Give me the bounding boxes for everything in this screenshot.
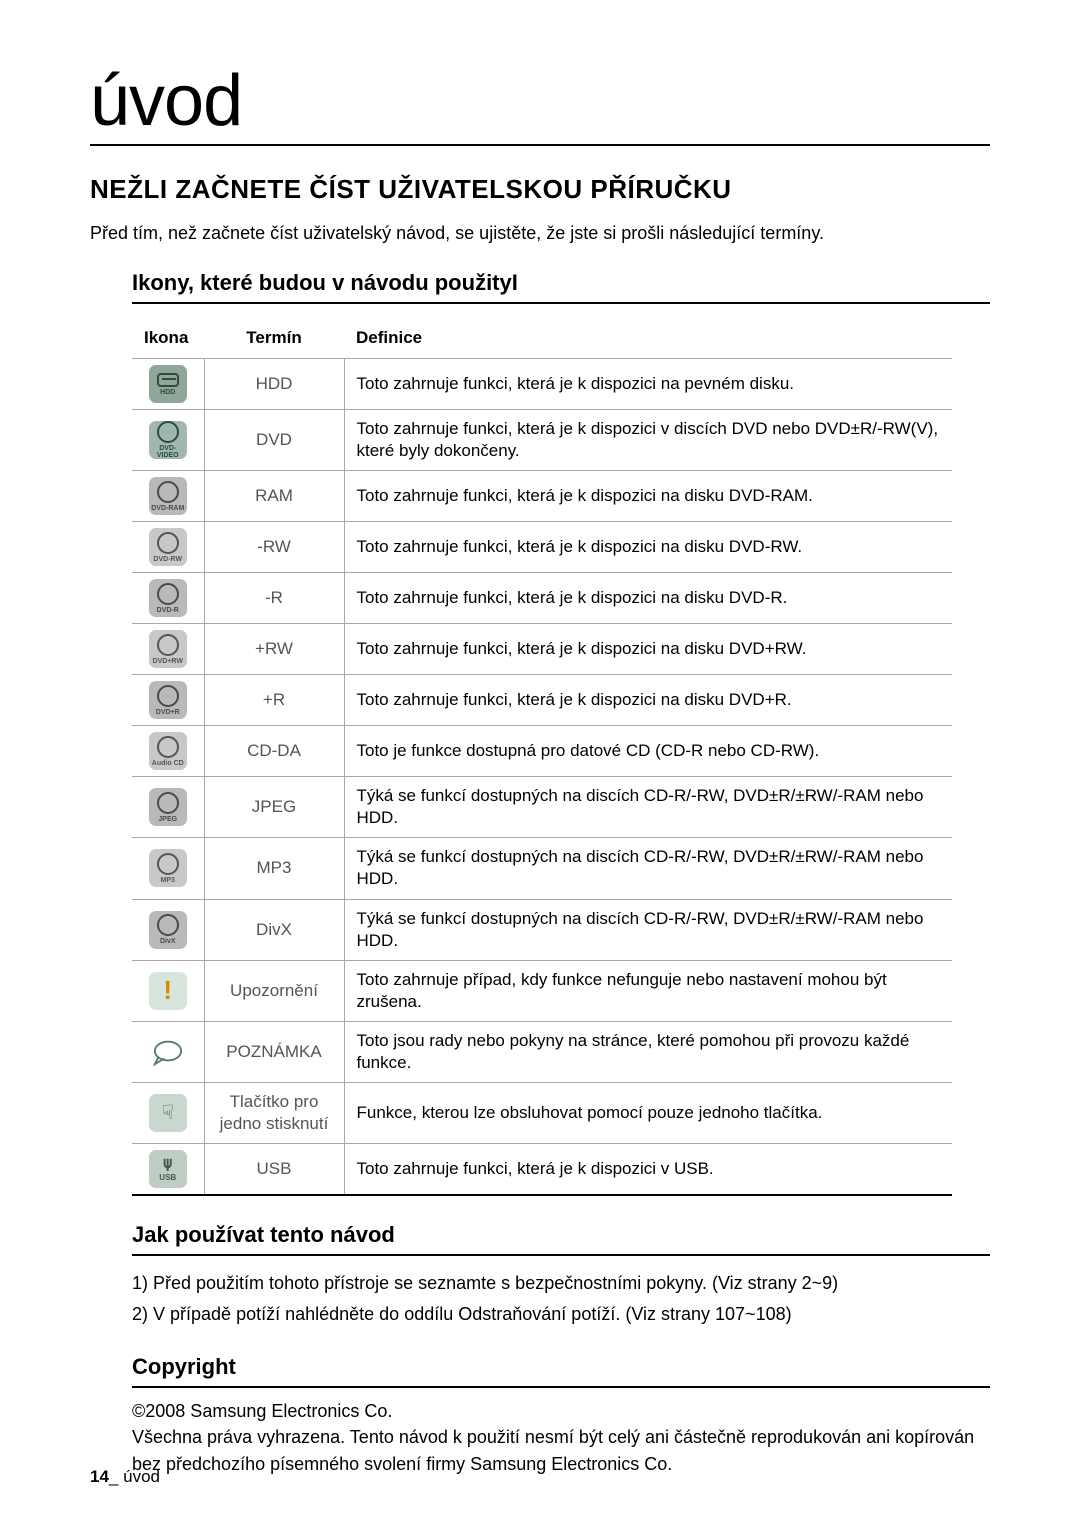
cell-definition: Toto zahrnuje funkci, která je k dispozi… bbox=[344, 359, 952, 410]
cell-definition: Toto zahrnuje funkci, která je k dispozi… bbox=[344, 471, 952, 522]
table-row: MP3MP3Týká se funkcí dostupných na discí… bbox=[132, 838, 952, 899]
cell-term: Tlačítko pro jedno stisknutí bbox=[204, 1083, 344, 1144]
cell-icon: Audio CD bbox=[132, 726, 204, 777]
cell-icon: DVD-RAM bbox=[132, 471, 204, 522]
table-row: Audio CD CD-DAToto je funkce dostupná pro… bbox=[132, 726, 952, 777]
cell-definition: Toto zahrnuje funkci, která je k dispozi… bbox=[344, 624, 952, 675]
howto-item: 1) Před použitím tohoto přístroje se sez… bbox=[132, 1270, 990, 1297]
table-row: DVD-VIDEO DVDToto zahrnuje funkci, která … bbox=[132, 410, 952, 471]
cell-icon: DVD-RW bbox=[132, 522, 204, 573]
page-title: úvod bbox=[90, 60, 242, 146]
cell-term: +R bbox=[204, 675, 344, 726]
table-row: ! UpozorněníToto zahrnuje případ, kdy fun… bbox=[132, 960, 952, 1021]
disc-icon: DVD-VIDEO bbox=[149, 421, 187, 459]
cell-definition: Týká se funkcí dostupných na discích CD-… bbox=[344, 899, 952, 960]
cell-term: CD-DA bbox=[204, 726, 344, 777]
cell-term: +RW bbox=[204, 624, 344, 675]
table-row: DVD+RW +RWToto zahrnuje funkci, která je … bbox=[132, 624, 952, 675]
table-row: DVD+R +RToto zahrnuje funkci, která je k … bbox=[132, 675, 952, 726]
warning-icon: ! bbox=[149, 972, 187, 1010]
table-row: DVD-RW -RWToto zahrnuje funkci, která je … bbox=[132, 522, 952, 573]
disc-icon: DVD-R bbox=[149, 579, 187, 617]
disc-icon: DVD+R bbox=[149, 681, 187, 719]
cell-term: DVD bbox=[204, 410, 344, 471]
table-row: ☟ Tlačítko pro jedno stisknutíFunkce, kte… bbox=[132, 1083, 952, 1144]
cell-definition: Toto zahrnuje funkci, která je k dispozi… bbox=[344, 410, 952, 471]
cell-definition: Toto zahrnuje funkci, která je k dispozi… bbox=[344, 1144, 952, 1196]
table-row: DVD-RAM RAMToto zahrnuje funkci, která je… bbox=[132, 471, 952, 522]
cell-icon: DVD+R bbox=[132, 675, 204, 726]
table-row: DivXDivXTýká se funkcí dostupných na dis… bbox=[132, 899, 952, 960]
cell-term: Upozornění bbox=[204, 960, 344, 1021]
cell-definition: Toto zahrnuje funkci, která je k dispozi… bbox=[344, 573, 952, 624]
disc-icon: JPEG bbox=[149, 788, 187, 826]
table-row: USBUSBToto zahrnuje funkci, která je k d… bbox=[132, 1144, 952, 1196]
copyright-line2: Všechna práva vyhrazena. Tento návod k p… bbox=[132, 1424, 990, 1476]
cell-icon: ! bbox=[132, 960, 204, 1021]
intro-text: Před tím, než začnete číst uživatelský n… bbox=[90, 223, 990, 244]
cell-term: -R bbox=[204, 573, 344, 624]
th-icon: Ikona bbox=[132, 318, 204, 359]
copyright-line1: ©2008 Samsung Electronics Co. bbox=[132, 1398, 990, 1424]
th-def: Definice bbox=[344, 318, 952, 359]
howto-item: 2) V případě potíží nahlédněte do oddílu… bbox=[132, 1301, 990, 1328]
cell-term: JPEG bbox=[204, 777, 344, 838]
note-icon bbox=[149, 1032, 187, 1070]
table-row: POZNÁMKAToto jsou rady nebo pokyny na st… bbox=[132, 1021, 952, 1082]
cell-term: MP3 bbox=[204, 838, 344, 899]
icons-table-wrap: Ikona Termín Definice HDDHDDToto zahrnuj… bbox=[132, 318, 990, 1196]
cell-icon: USB bbox=[132, 1144, 204, 1196]
cell-icon: DVD-VIDEO bbox=[132, 410, 204, 471]
cell-term: RAM bbox=[204, 471, 344, 522]
table-header-row: Ikona Termín Definice bbox=[132, 318, 952, 359]
cell-icon: JPEG bbox=[132, 777, 204, 838]
icons-subhead: Ikony, které budou v návodu použityI bbox=[132, 270, 990, 304]
howto-subhead: Jak používat tento návod bbox=[132, 1222, 990, 1256]
footer-page-num: 14 bbox=[90, 1467, 109, 1486]
title-block: úvod bbox=[90, 60, 990, 146]
cell-term: HDD bbox=[204, 359, 344, 410]
disc-icon: DVD+RW bbox=[149, 630, 187, 668]
cell-term: DivX bbox=[204, 899, 344, 960]
table-row: DVD-R -RToto zahrnuje funkci, která je k … bbox=[132, 573, 952, 624]
cell-icon bbox=[132, 1021, 204, 1082]
cell-definition: Týká se funkcí dostupných na discích CD-… bbox=[344, 777, 952, 838]
cell-icon: ☟ bbox=[132, 1083, 204, 1144]
cell-term: POZNÁMKA bbox=[204, 1021, 344, 1082]
table-row: HDDHDDToto zahrnuje funkci, která je k d… bbox=[132, 359, 952, 410]
footer-sep: _ bbox=[109, 1467, 118, 1486]
cell-definition: Funkce, kterou lze obsluhovat pomocí pou… bbox=[344, 1083, 952, 1144]
one-touch-icon: ☟ bbox=[149, 1094, 187, 1132]
disc-icon: Audio CD bbox=[149, 732, 187, 770]
cell-definition: Toto je funkce dostupná pro datové CD (C… bbox=[344, 726, 952, 777]
th-term: Termín bbox=[204, 318, 344, 359]
disc-icon: DVD-RAM bbox=[149, 477, 187, 515]
cell-definition: Toto zahrnuje funkci, která je k dispozi… bbox=[344, 675, 952, 726]
cell-definition: Týká se funkcí dostupných na discích CD-… bbox=[344, 838, 952, 899]
hdd-icon: HDD bbox=[149, 365, 187, 403]
copyright-block: ©2008 Samsung Electronics Co. Všechna pr… bbox=[132, 1398, 990, 1476]
cell-definition: Toto zahrnuje funkci, která je k dispozi… bbox=[344, 522, 952, 573]
cell-icon: MP3 bbox=[132, 838, 204, 899]
cell-term: -RW bbox=[204, 522, 344, 573]
table-row: JPEGJPEGTýká se funkcí dostupných na dis… bbox=[132, 777, 952, 838]
cell-definition: Toto jsou rady nebo pokyny na stránce, k… bbox=[344, 1021, 952, 1082]
cell-icon: DVD-R bbox=[132, 573, 204, 624]
copyright-subhead: Copyright bbox=[132, 1354, 990, 1388]
disc-icon: MP3 bbox=[149, 849, 187, 887]
usb-icon: USB bbox=[149, 1150, 187, 1188]
disc-icon: DVD-RW bbox=[149, 528, 187, 566]
cell-term: USB bbox=[204, 1144, 344, 1196]
cell-icon: HDD bbox=[132, 359, 204, 410]
footer-label: úvod bbox=[123, 1467, 160, 1486]
cell-definition: Toto zahrnuje případ, kdy funkce nefungu… bbox=[344, 960, 952, 1021]
icons-table: Ikona Termín Definice HDDHDDToto zahrnuj… bbox=[132, 318, 952, 1196]
disc-icon: DivX bbox=[149, 911, 187, 949]
cell-icon: DivX bbox=[132, 899, 204, 960]
cell-icon: DVD+RW bbox=[132, 624, 204, 675]
section-heading: NEŽLI ZAČNETE ČÍST UŽIVATELSKOU PŘÍRUČKU bbox=[90, 174, 990, 205]
howto-list: 1) Před použitím tohoto přístroje se sez… bbox=[132, 1270, 990, 1328]
page-footer: 14_ úvod bbox=[90, 1467, 160, 1487]
